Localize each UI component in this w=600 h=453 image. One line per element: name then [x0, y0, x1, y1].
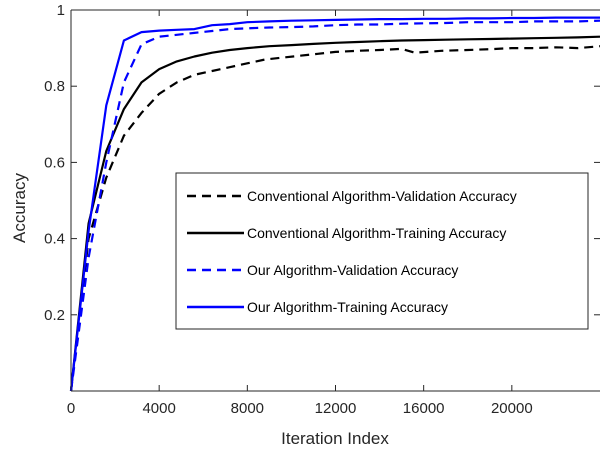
x-tick-label: 16000	[403, 400, 445, 417]
series-line-1	[69, 45, 600, 392]
y-tick-label: 1	[57, 2, 65, 19]
y-tick-label: 0.4	[44, 231, 65, 248]
x-tick-label: 4000	[142, 400, 175, 417]
y-tick-label: 0.6	[44, 154, 65, 171]
legend-label: Our Algorithm-Training Accuracy	[247, 299, 448, 315]
legend-box	[175, 172, 589, 330]
series-line-3	[69, 19, 600, 392]
x-tick-label: 12000	[315, 400, 357, 417]
x-tick-label: 0	[67, 400, 75, 417]
x-tick-label: 20000	[491, 400, 533, 417]
legend-label: Our Algorithm-Validation Accuracy	[247, 262, 458, 278]
legend-label: Conventional Algorithm-Validation Accura…	[247, 188, 517, 204]
y-tick-label: 0.2	[44, 307, 65, 324]
legend-label: Conventional Algorithm-Training Accuracy	[247, 225, 506, 241]
x-axis-label: Iteration Index	[281, 429, 389, 448]
y-axis-label: Accuracy	[10, 173, 29, 243]
series-line-2	[69, 35, 600, 392]
y-tick-label: 0.8	[44, 78, 65, 95]
x-tick-label: 8000	[231, 400, 264, 417]
series-line-4	[69, 16, 600, 392]
ticks-layer: 0 4000 8000 12000 16000 20000 0.2 0.4 0.6 0.8 1	[44, 2, 600, 417]
legend: Conventional Algorithm-Validation Accura…	[175, 172, 589, 330]
series-layer	[69, 16, 600, 392]
